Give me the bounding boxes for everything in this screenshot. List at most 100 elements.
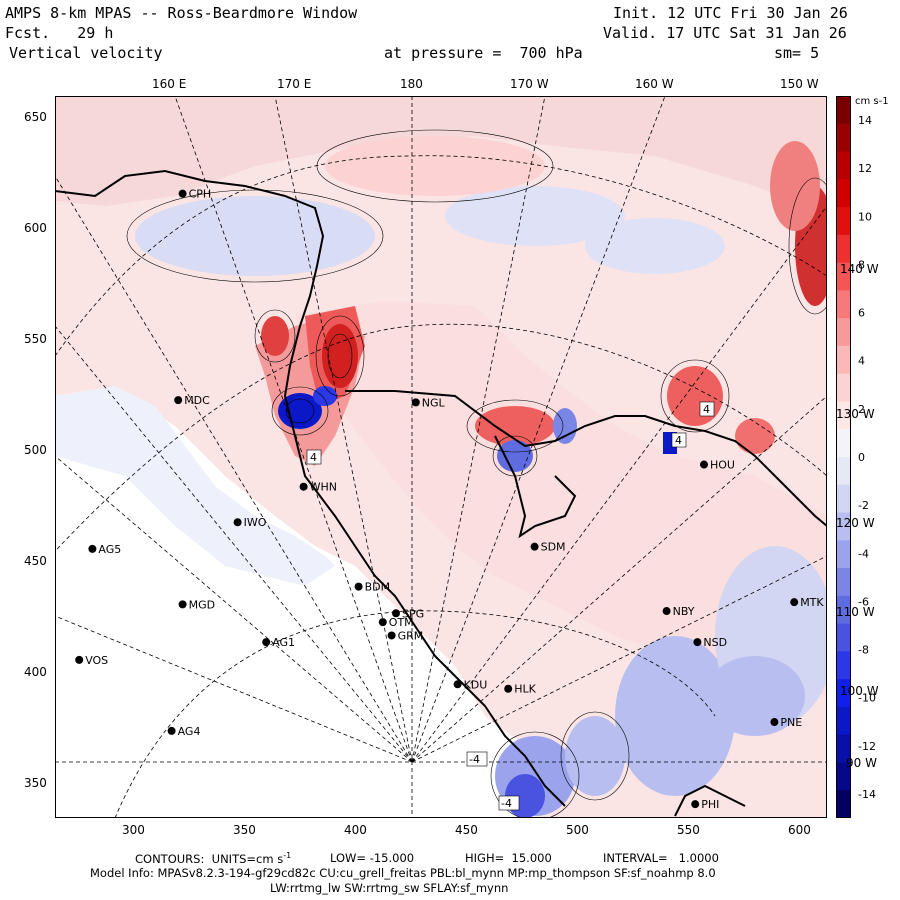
contour-label: -4: [466, 751, 488, 767]
station-hou[interactable]: HOU: [700, 459, 735, 472]
station-otm[interactable]: OTM: [378, 616, 414, 629]
station-hlk[interactable]: HLK: [504, 683, 537, 696]
station-label: SDM: [541, 541, 566, 554]
station-label: AG1: [272, 636, 295, 649]
x-tick-label: 350: [233, 823, 256, 837]
station-ag1[interactable]: AG1: [262, 636, 295, 649]
station-mtk[interactable]: MTK: [790, 596, 824, 609]
lon-label: 160 E: [152, 77, 187, 91]
station-label: WHN: [310, 481, 337, 494]
colorbar-swatch: [836, 123, 851, 153]
station-kdu[interactable]: KDU: [453, 678, 488, 691]
station-label: CPH: [189, 188, 212, 201]
station-dot: [378, 618, 387, 627]
station-dot: [167, 726, 176, 735]
contour-interval: INTERVAL= 1.0000: [603, 851, 719, 865]
contours: [126, 129, 827, 818]
pressure-level: at pressure = 700 hPa: [384, 44, 583, 62]
colorbar-swatch: [836, 651, 851, 680]
station-whn[interactable]: WHN: [299, 481, 337, 494]
station-nsd[interactable]: NSD: [693, 636, 727, 649]
station-label: BDM: [365, 581, 391, 594]
station-label: KDU: [464, 678, 488, 691]
station-label: AG4: [178, 725, 201, 738]
variable-name: Vertical velocity: [9, 44, 163, 62]
station-label: IWO: [244, 516, 267, 529]
field-negative-area: [135, 196, 375, 276]
lon-label: 150 W: [780, 77, 819, 91]
colorbar-swatch: [836, 734, 851, 763]
station-dot: [411, 398, 420, 407]
coastline: [55, 169, 827, 817]
station-spg[interactable]: SPG: [392, 607, 424, 620]
station-ag5[interactable]: AG5: [88, 543, 121, 556]
station-sdm[interactable]: SDM: [530, 541, 566, 554]
station-label: OTM: [389, 616, 414, 629]
colorbar-label: -8: [858, 644, 869, 657]
contours-units-exp: -1: [283, 851, 292, 860]
colorbar-swatch: [836, 568, 851, 597]
field-peak-positive: [322, 324, 358, 388]
colorbar-label: 10: [858, 210, 872, 223]
station-label: VOS: [85, 654, 108, 667]
contour-label-text: 4: [703, 403, 710, 416]
vertical-velocity-map[interactable]: 4 4 4 -4 -4 CPH MDC NGL WHN IWO AG5 SDM BDM MGD O…: [55, 96, 827, 818]
station-dot: [770, 718, 779, 727]
station-nby[interactable]: NBY: [662, 605, 695, 618]
station-bdm[interactable]: BDM: [354, 581, 391, 594]
station-grm[interactable]: GRM: [387, 629, 424, 642]
colorbar-swatch: [836, 762, 851, 791]
station-phi[interactable]: PHI: [691, 798, 719, 811]
contour-label: 4: [671, 432, 687, 448]
station-dot: [392, 609, 400, 618]
colorbar-label: -6: [858, 595, 869, 608]
colorbar-swatch: [836, 457, 851, 486]
colorbar-swatch: [836, 623, 851, 652]
field-peak-negative: [497, 440, 533, 472]
station-dot: [178, 600, 187, 609]
station-dot: [504, 684, 513, 693]
station-vos[interactable]: VOS: [75, 654, 108, 667]
lon-label: 180: [400, 77, 423, 91]
station-dot: [387, 631, 396, 640]
field-peak-positive: [735, 418, 775, 454]
colorbar-label: 8: [858, 258, 865, 271]
colorbar-units: cm s-1: [855, 96, 889, 107]
field-peak-positive: [261, 316, 289, 356]
y-tick-label: 550: [24, 332, 47, 346]
colorbar-label: -4: [858, 547, 869, 560]
colorbar-swatch: [836, 790, 851, 818]
x-tick-label: 500: [566, 823, 589, 837]
colorbar-label: 6: [858, 307, 865, 320]
contour-label-text: 4: [310, 451, 317, 464]
colorbar-swatch: [836, 679, 851, 708]
map-title: AMPS 8-km MPAS -- Ross-Beardmore Window: [5, 4, 358, 22]
field-peak-negative: [615, 636, 735, 796]
field-peak-negative: [565, 716, 625, 796]
station-label: PNE: [780, 716, 802, 729]
station-dot: [299, 482, 308, 491]
colorbar-label: -2: [858, 499, 869, 512]
station-mdc[interactable]: MDC: [174, 394, 210, 407]
station-mgd[interactable]: MGD: [178, 598, 216, 611]
field-ice-shelf: [295, 301, 827, 696]
station-ngl[interactable]: NGL: [411, 396, 446, 409]
y-tick-label: 500: [24, 443, 47, 457]
station-cph[interactable]: CPH: [178, 188, 212, 201]
station-dot: [691, 800, 700, 809]
field-peak-negative: [313, 386, 337, 406]
colorbar-label: 12: [858, 162, 872, 175]
smoothing: sm= 5: [774, 44, 820, 62]
contour-low: LOW= -15.000: [330, 851, 415, 865]
station-dot: [530, 542, 539, 551]
station-iwo[interactable]: IWO: [233, 516, 267, 529]
colorbar-swatch: [836, 706, 851, 736]
colorbar-label: 4: [858, 355, 865, 368]
station-dot: [178, 189, 187, 198]
station-ag4[interactable]: AG4: [167, 725, 201, 738]
station-pne[interactable]: PNE: [770, 716, 802, 729]
colorbar-label: -14: [858, 788, 876, 801]
field-weak-negative: [55, 386, 335, 586]
forecast-hour: Fcst. 29 h: [5, 24, 114, 42]
station-label: AG5: [98, 543, 121, 556]
